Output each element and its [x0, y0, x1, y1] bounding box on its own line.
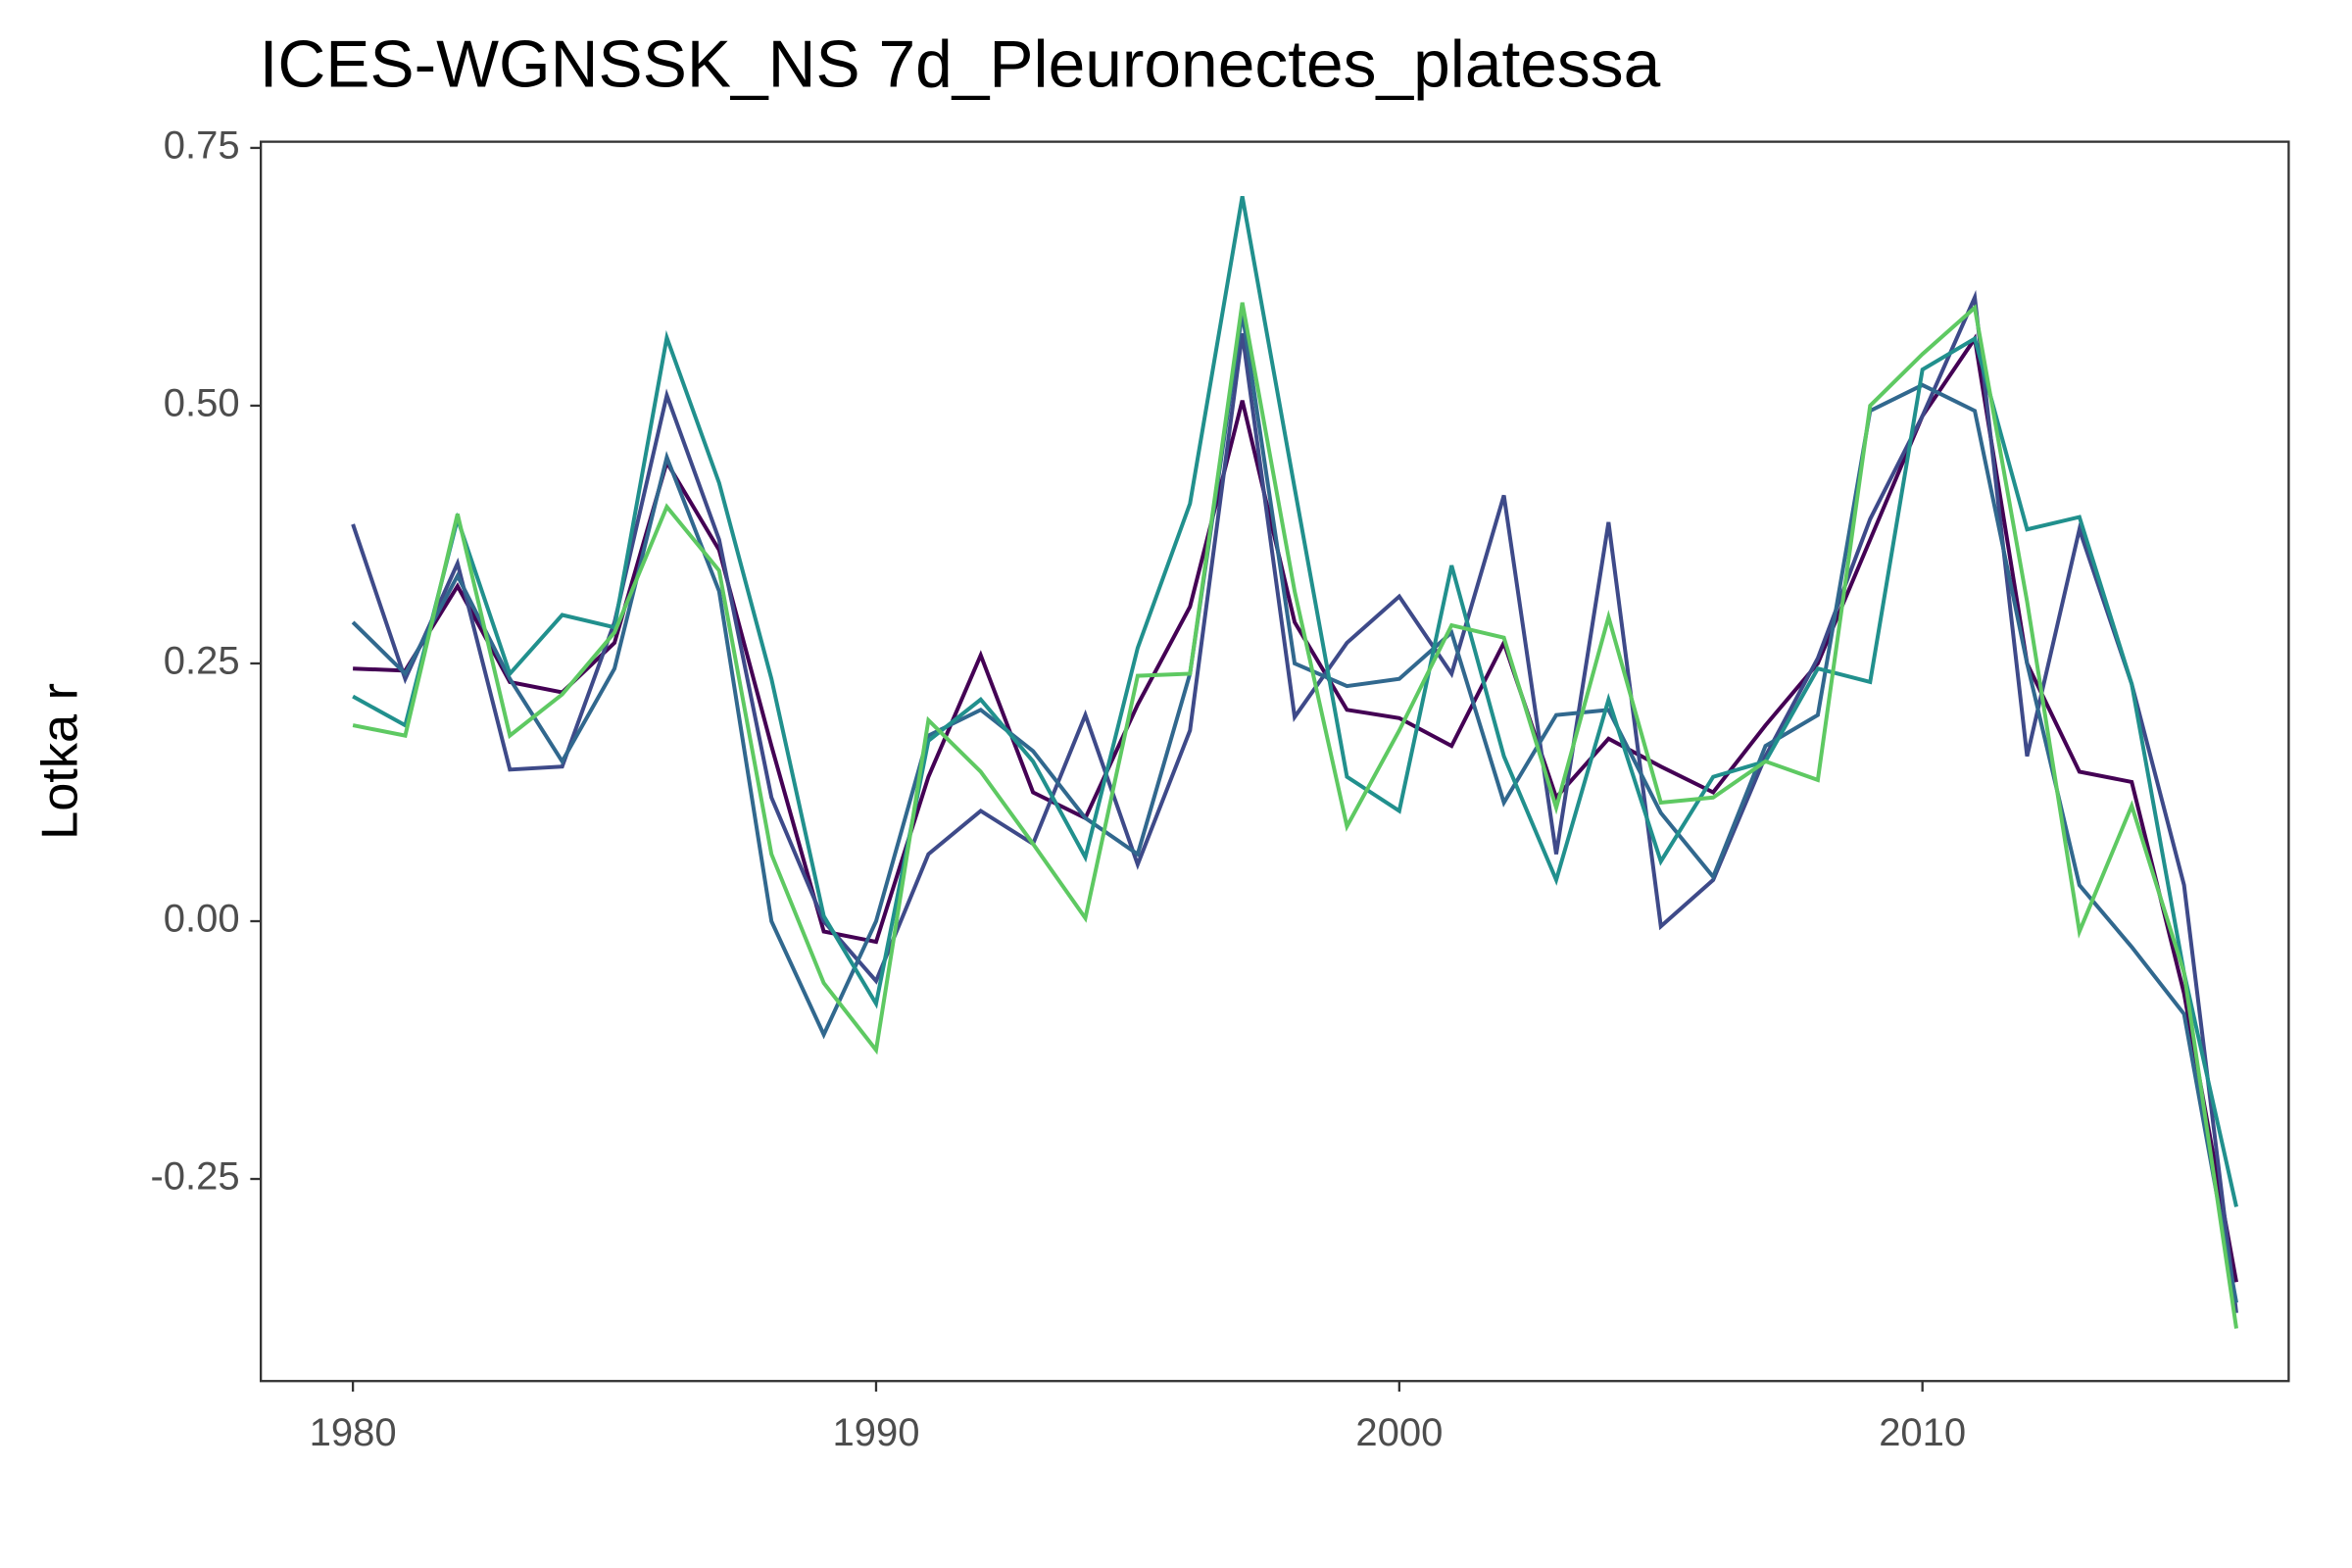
series-line	[352, 302, 2238, 1329]
y-tick-label: -0.25	[150, 1155, 239, 1199]
plot-border	[260, 140, 2290, 1383]
x-tick-label: 2010	[1879, 1411, 1966, 1454]
y-tick-label: 0.00	[164, 898, 240, 941]
chart-title: ICES-WGNSSK_NS 7d_Pleuronectes_platessa	[260, 28, 1661, 102]
y-tick-label: 0.75	[164, 123, 240, 167]
series-line	[351, 312, 2238, 1303]
x-tick-label: 2000	[1355, 1411, 1443, 1454]
series-line	[351, 289, 2238, 1314]
series-line	[352, 196, 2238, 1207]
x-tick-label: 1980	[310, 1411, 397, 1454]
y-tick-label: 0.25	[164, 640, 240, 683]
y-axis-title: Lotka r	[31, 683, 88, 840]
y-tick-label: 0.50	[164, 382, 240, 425]
x-tick-label: 1990	[832, 1411, 919, 1454]
